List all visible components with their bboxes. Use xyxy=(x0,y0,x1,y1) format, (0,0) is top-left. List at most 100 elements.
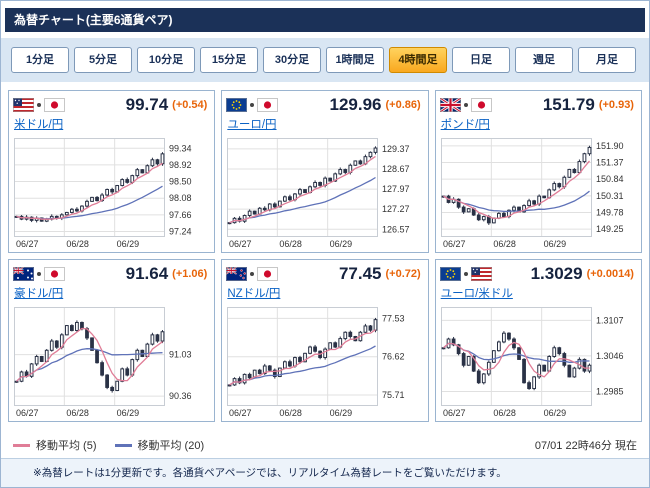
tab-4hour[interactable]: 4時間足 xyxy=(389,47,447,73)
legend-ma20: 移動平均 (20) xyxy=(114,437,205,453)
pair-link-audjpy[interactable]: 豪ドル/円 xyxy=(14,288,64,300)
pair-link-nzdjpy[interactable]: NZドル/円 xyxy=(227,288,281,300)
svg-text:151.37: 151.37 xyxy=(596,158,624,168)
chart-panel-usdjpy: 99.74 (+0.54) 米ドル/円 99.34 98.92 98.50 98.08… xyxy=(8,90,216,253)
pair-link-eurjpy[interactable]: ユーロ/円 xyxy=(227,119,277,131)
svg-text:06/28: 06/28 xyxy=(493,239,516,249)
candlestick-chart-nzdjpy: 77.53 76.62 75.71 06/27 06/28 06/29 xyxy=(227,307,405,418)
svg-text:98.92: 98.92 xyxy=(169,160,192,170)
pair-separator-dot xyxy=(37,272,41,276)
candlestick-chart-gbpjpy: 151.90 151.37 150.84 150.31 149.78 149.25 06/2… xyxy=(440,138,624,249)
svg-text:150.84: 150.84 xyxy=(596,174,624,184)
pair-link-eurusd[interactable]: ユーロ/米ドル xyxy=(440,288,513,300)
pair-link-usdjpy[interactable]: 米ドル/円 xyxy=(14,119,64,131)
svg-text:98.08: 98.08 xyxy=(169,193,192,203)
panel-header: 151.79 (+0.93) xyxy=(439,95,637,115)
currency-flags xyxy=(439,267,492,281)
pair-link-gbpjpy[interactable]: ポンド/円 xyxy=(440,119,490,131)
svg-text:06/29: 06/29 xyxy=(543,239,566,249)
currency-flags xyxy=(226,98,279,112)
currency-flags xyxy=(439,98,492,112)
svg-text:77.53: 77.53 xyxy=(382,313,405,323)
price-value: 1.3029 xyxy=(530,264,583,283)
legend-ma5: 移動平均 (5) xyxy=(13,437,97,453)
pair-separator-dot xyxy=(463,272,468,276)
chart-grid: 99.74 (+0.54) 米ドル/円 99.34 98.92 98.50 98.08… xyxy=(1,82,649,424)
price-change: (+1.06) xyxy=(172,268,208,280)
price-value: 129.96 xyxy=(329,95,382,114)
svg-text:90.36: 90.36 xyxy=(169,391,192,401)
svg-text:06/28: 06/28 xyxy=(493,408,516,418)
pair-separator-dot xyxy=(463,103,468,107)
svg-text:06/28: 06/28 xyxy=(280,239,303,249)
svg-text:06/29: 06/29 xyxy=(330,408,353,418)
candlestick-chart-eurusd: 1.3107 1.3046 1.2985 06/27 06/28 06/29 xyxy=(440,307,624,418)
tab-1min[interactable]: 1分足 xyxy=(11,47,69,73)
svg-text:06/29: 06/29 xyxy=(330,239,353,249)
svg-text:97.24: 97.24 xyxy=(169,226,192,236)
tab-10min[interactable]: 10分足 xyxy=(137,47,195,73)
price-change: (+0.72) xyxy=(385,268,421,280)
currency-flags xyxy=(13,267,65,281)
price-change: (+0.93) xyxy=(598,99,634,111)
svg-text:75.71: 75.71 xyxy=(382,390,405,400)
candlestick-chart-audjpy: 91.03 90.36 06/27 06/28 06/29 xyxy=(14,307,192,418)
chart-panel-gbpjpy: 151.79 (+0.93) ポンド/円 151.90 151.37 150.84 1… xyxy=(434,90,642,253)
candlestick-chart-usdjpy: 99.34 98.92 98.50 98.08 97.66 97.24 06/27 06/28… xyxy=(14,138,192,249)
svg-text:127.27: 127.27 xyxy=(382,204,410,214)
svg-text:06/27: 06/27 xyxy=(16,408,39,418)
page-title: 為替チャート(主要6通貨ペア) xyxy=(5,8,645,32)
tabs-row: 1分足 5分足 10分足 15分足 30分足 1時間足 4時間足 日足 週足 月… xyxy=(1,38,649,82)
price-change: (+0.54) xyxy=(172,99,208,111)
timestamp: 07/01 22時46分 現在 xyxy=(534,440,637,452)
tab-5min[interactable]: 5分足 xyxy=(74,47,132,73)
svg-text:06/29: 06/29 xyxy=(117,239,140,249)
chart-panel-audjpy: 91.64 (+1.06) 豪ドル/円 91.03 90.36 06/27 06/28… xyxy=(8,259,216,422)
tab-daily[interactable]: 日足 xyxy=(452,47,510,73)
svg-text:06/27: 06/27 xyxy=(229,408,252,418)
svg-text:98.50: 98.50 xyxy=(169,177,192,187)
svg-text:1.3046: 1.3046 xyxy=(596,351,624,361)
svg-text:150.31: 150.31 xyxy=(596,191,624,201)
svg-text:127.97: 127.97 xyxy=(382,184,410,194)
footnote: ※為替レートは1分更新です。各通貨ペアページでは、リアルタイム為替レートをご覧い… xyxy=(1,458,649,487)
svg-text:91.03: 91.03 xyxy=(169,350,192,360)
svg-text:151.90: 151.90 xyxy=(596,141,624,151)
svg-text:99.34: 99.34 xyxy=(169,143,192,153)
currency-flags xyxy=(226,267,279,281)
svg-text:129.37: 129.37 xyxy=(382,144,410,154)
pair-separator-dot xyxy=(250,103,255,107)
tab-weekly[interactable]: 週足 xyxy=(515,47,573,73)
panel-header: 1.3029 (+0.0014) xyxy=(439,264,637,284)
price-change: (+0.0014) xyxy=(586,268,634,280)
price-value: 77.45 xyxy=(338,264,382,283)
panel-header: 129.96 (+0.86) xyxy=(226,95,423,115)
legend-row: 移動平均 (5) 移動平均 (20) 07/01 22時46分 現在 xyxy=(1,433,649,458)
tab-1hour[interactable]: 1時間足 xyxy=(326,47,384,73)
currency-flags xyxy=(13,98,65,112)
svg-text:06/27: 06/27 xyxy=(16,239,39,249)
svg-text:06/29: 06/29 xyxy=(543,408,566,418)
svg-text:1.3107: 1.3107 xyxy=(596,315,624,325)
chart-panel-eurusd: 1.3029 (+0.0014) ユーロ/米ドル 1.3107 1.3046 1.2… xyxy=(434,259,642,422)
legend-ma5-label: 移動平均 (5) xyxy=(36,440,97,452)
svg-text:06/27: 06/27 xyxy=(229,239,252,249)
ma20-line-swatch xyxy=(114,443,132,447)
svg-text:76.62: 76.62 xyxy=(382,352,405,362)
svg-text:06/29: 06/29 xyxy=(117,408,140,418)
svg-text:06/27: 06/27 xyxy=(443,408,466,418)
price-change: (+0.86) xyxy=(385,99,421,111)
footer: 移動平均 (5) 移動平均 (20) 07/01 22時46分 現在 ※為替レー… xyxy=(1,433,649,487)
pair-separator-dot xyxy=(37,103,41,107)
tab-monthly[interactable]: 月足 xyxy=(578,47,636,73)
candlestick-chart-eurjpy: 129.37 128.67 127.97 127.27 126.57 06/27 06/28… xyxy=(227,138,410,249)
tab-30min[interactable]: 30分足 xyxy=(263,47,321,73)
tab-15min[interactable]: 15分足 xyxy=(200,47,258,73)
svg-text:1.2985: 1.2985 xyxy=(596,386,624,396)
chart-panel-nzdjpy: 77.45 (+0.72) NZドル/円 77.53 76.62 75.71 06/2… xyxy=(221,259,429,422)
svg-text:06/27: 06/27 xyxy=(443,239,466,249)
svg-text:06/28: 06/28 xyxy=(280,408,303,418)
panel-header: 77.45 (+0.72) xyxy=(226,264,423,284)
svg-text:97.66: 97.66 xyxy=(169,210,192,220)
legend-ma20-label: 移動平均 (20) xyxy=(137,440,205,452)
